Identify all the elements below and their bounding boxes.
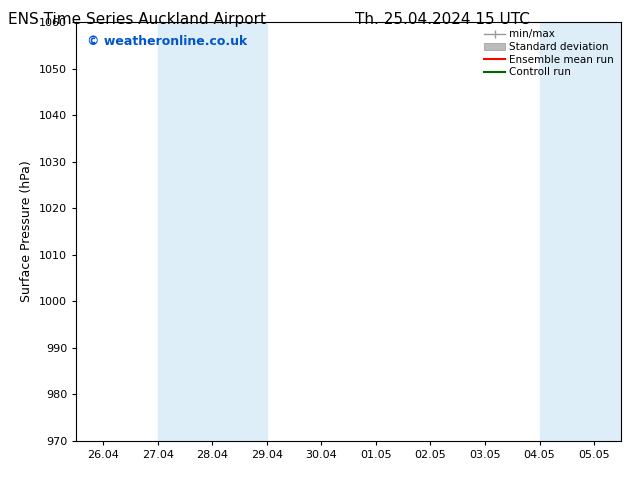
Text: Th. 25.04.2024 15 UTC: Th. 25.04.2024 15 UTC [355, 12, 530, 27]
Legend: min/max, Standard deviation, Ensemble mean run, Controll run: min/max, Standard deviation, Ensemble me… [482, 27, 616, 79]
Bar [540, 22, 621, 441]
Text: ENS Time Series Auckland Airport: ENS Time Series Auckland Airport [8, 12, 266, 27]
Text: © weatheronline.co.uk: © weatheronline.co.uk [87, 35, 247, 48]
Y-axis label: Surface Pressure (hPa): Surface Pressure (hPa) [20, 161, 34, 302]
Bar [158, 22, 267, 441]
